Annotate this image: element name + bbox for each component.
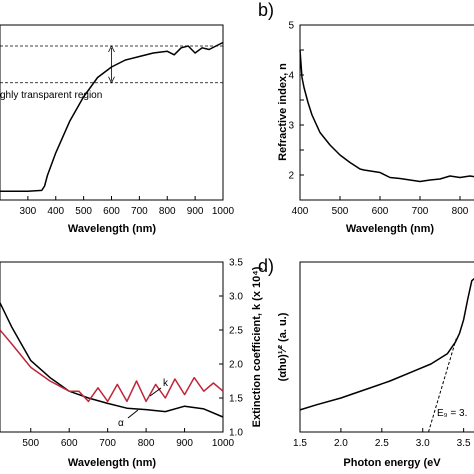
panel-d-x-tick-label: 2.0 (334, 438, 348, 449)
panel-d-x-axis-label: Photon energy (eV (343, 457, 441, 469)
panel-b-x-tick-label: 700 (412, 206, 429, 217)
panel-a-x-tick-label: 900 (187, 206, 204, 217)
panel-c-right-y-tick-label: 3.5 (229, 258, 243, 269)
panel-c-x-tick-label: 1000 (212, 438, 235, 449)
panel-b-series-line-0 (299, 49, 474, 183)
panel-a-x-ticks: 300 400 500 600 700 800 900 1000 (20, 196, 235, 217)
panel-c-right-y-tick-label: 2.0 (229, 360, 243, 371)
panel-b-y-tick-label: 3 (288, 121, 294, 132)
panel-d-x-tick-label: 3.0 (416, 438, 430, 449)
panel-c-right-y-tick-label: 3.0 (229, 292, 243, 303)
panel-d-x-ticks: 1.5 2.0 2.5 3.0 3.5 (293, 428, 471, 449)
panel-a-x-tick-label: 800 (159, 206, 176, 217)
panel-a-x-tick-label: 700 (131, 206, 148, 217)
panel-d-x-tick-label: 3.5 (457, 438, 471, 449)
panel-b-x-tick-label: 500 (332, 206, 349, 217)
panel-d-series-line-1 (428, 338, 457, 433)
panel-c-arrow-alpha (127, 409, 139, 419)
panel-b-y-tick-label: 4 (288, 71, 294, 82)
panel-a-x-axis-label: Wavelength (nm) (68, 223, 157, 235)
panel-b-x-tick-label: 800 (452, 206, 469, 217)
panel-d-eg-annotation: E₉ = 3. (437, 408, 467, 419)
panel-b-x-tick-label: 600 (372, 206, 389, 217)
panel-b-y-axis-label: Refractive index, n (277, 63, 289, 161)
panel-c-right-y-axis-label: Extinction coefficient, k (x 10⁴) (251, 266, 263, 427)
panel-d-y-axis-label: (αhυ)¹⁄² (a. u.) (277, 312, 289, 381)
panel-c-series-label-k: k (163, 378, 169, 389)
panel-a-x-tick-label: 300 (20, 206, 37, 217)
panel-b-x-axis-label: Wavelength (nm) (346, 223, 435, 235)
panel-c-x-tick-label: 900 (176, 438, 193, 449)
panel-b-x-ticks: 400 500 600 700 800 (292, 196, 469, 217)
panel-b-y-tick-label: 5 (288, 21, 294, 32)
panel-d-series-line-0 (299, 277, 474, 411)
panel-b-letter: b) (258, 0, 274, 20)
panel-c-right-y-ticks: 1.0 1.5 2.0 2.5 3.0 3.5 (219, 258, 243, 439)
panel-d-x-tick-label: 2.5 (375, 438, 389, 449)
panel-c-right-y-tick-label: 2.5 (229, 326, 243, 337)
panel-a-series-line-0 (0, 41, 224, 193)
panel-a-x-tick-label: 400 (47, 206, 64, 217)
panel-a-transparent-band (0, 45, 223, 84)
panel-d: d) 1.5 2.0 2.5 3.0 3.5 E₉ = 3. (αhυ)¹⁄² (a. … (258, 256, 474, 469)
panel-b-series (299, 49, 474, 183)
panel-a: 300 400 500 600 700 800 900 1000 ghly transpare… (0, 24, 235, 235)
panel-d-frame (299, 261, 474, 433)
panel-c-x-tick-label: 500 (22, 438, 39, 449)
panel-a-annotation: ghly transparent region (0, 90, 102, 101)
panel-c-series (0, 302, 224, 418)
panel-c-right-y-tick-label: 1.0 (229, 428, 243, 439)
panel-c-series-line-1 (0, 329, 224, 403)
panel-b-y-tick-label: 2 (288, 171, 294, 182)
panel-c-x-axis-label: Wavelength (nm) (68, 457, 157, 469)
panel-a-x-tick-label: 600 (103, 206, 120, 217)
panel-a-x-tick-label: 1000 (212, 206, 235, 217)
panel-b-y-ticks: 2 3 4 5 (288, 21, 304, 201)
panel-c-x-tick-label: 800 (138, 438, 155, 449)
panel-d-x-tick-label: 1.5 (293, 438, 307, 449)
panel-c: 1.0 1.5 2.0 2.5 3.0 3.5 500 600 700 800 900 1000 k… (0, 258, 263, 469)
panel-c-x-tick-label: 600 (61, 438, 78, 449)
panel-c-series-line-0 (0, 302, 224, 418)
panel-c-x-tick-label: 700 (99, 438, 116, 449)
panel-d-series (299, 277, 474, 433)
panel-c-arrow-k (149, 387, 162, 397)
panel-c-right-y-tick-label: 1.5 (229, 394, 243, 405)
panel-c-frame (0, 261, 224, 433)
panel-c-series-label-alpha: α (118, 418, 124, 429)
panel-a-band-arrow-head-bottom (108, 76, 115, 84)
panel-a-x-tick-label: 500 (75, 206, 92, 217)
panel-a-band-arrow-head-top (108, 45, 115, 53)
panel-b: b) 2 3 4 5 400 500 600 700 800 Refractive index… (258, 0, 474, 235)
panel-b-x-tick-label: 400 (292, 206, 309, 217)
panel-b-frame (299, 24, 474, 201)
panel-d-letter: d) (258, 256, 274, 276)
panel-c-x-ticks: 500 600 700 800 900 1000 (22, 428, 235, 449)
panel-a-series (0, 41, 224, 193)
